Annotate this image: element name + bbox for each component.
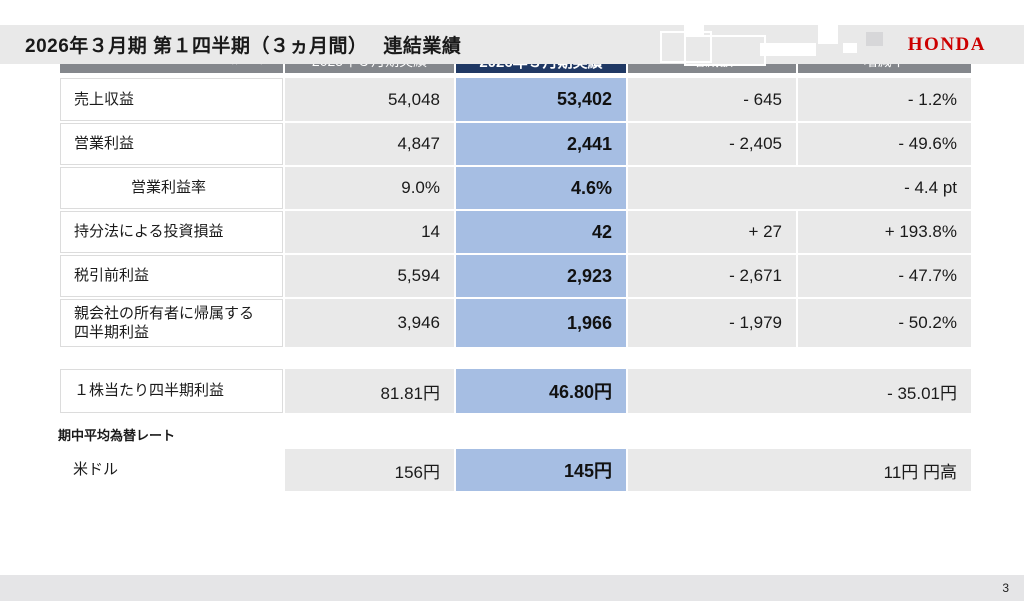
- cell-pct: - 47.7%: [798, 255, 971, 297]
- deco-square: [684, 25, 704, 37]
- honda-logo: HONDA: [907, 34, 986, 55]
- cell-prev: 54,048: [285, 78, 454, 121]
- cell-prev: 9.0%: [285, 167, 454, 209]
- cell-prev: 81.81円: [285, 369, 454, 413]
- deco-square: [843, 43, 857, 53]
- cell-change: - 645: [628, 78, 796, 121]
- cell-curr: 1,966: [456, 299, 626, 347]
- deco-square: [818, 25, 838, 44]
- row-label: 営業利益: [60, 123, 283, 165]
- cell-prev: 5,594: [285, 255, 454, 297]
- results-table-body: 売上収益 54,048 53,402 - 645 - 1.2% 営業利益 4,8…: [60, 78, 971, 347]
- cell-curr: 46.80円: [456, 369, 626, 413]
- deco-square: [684, 35, 766, 66]
- page-number: 3: [1002, 581, 1009, 595]
- eps-row: １株当たり四半期利益 81.81円 46.80円 - 35.01円: [60, 369, 971, 413]
- row-label: 営業利益率: [60, 167, 283, 209]
- row-label: 米ドル: [60, 449, 283, 491]
- cell-prev: 4,847: [285, 123, 454, 165]
- fx-section-label: 期中平均為替レート: [58, 428, 176, 443]
- cell-change-merged: - 4.4 pt: [628, 167, 971, 209]
- cell-curr: 2,923: [456, 255, 626, 297]
- cell-change: - 1,979: [628, 299, 796, 347]
- cell-prev: 14: [285, 211, 454, 253]
- cell-curr: 145円: [456, 449, 626, 491]
- row-label-line1: 親会社の所有者に帰属する: [74, 304, 255, 322]
- footer-bar: 3: [0, 575, 1024, 601]
- fx-row: 米ドル 156円 145円 11円 円高: [60, 449, 971, 491]
- cell-prev: 156円: [285, 449, 454, 491]
- row-label: １株当たり四半期利益: [60, 369, 283, 413]
- cell-change: + 27: [628, 211, 796, 253]
- cell-change-merged: - 35.01円: [628, 369, 971, 413]
- deco-square: [866, 32, 883, 46]
- cell-pct: - 50.2%: [798, 299, 971, 347]
- cell-curr: 2,441: [456, 123, 626, 165]
- cell-change: - 2,671: [628, 255, 796, 297]
- row-label-line2: 四半期利益: [74, 324, 150, 341]
- cell-pct: - 1.2%: [798, 78, 971, 121]
- row-label: 親会社の所有者に帰属する 四半期利益: [60, 299, 283, 347]
- cell-change-merged: 11円 円高: [628, 449, 971, 491]
- cell-change: - 2,405: [628, 123, 796, 165]
- row-label: 税引前利益: [60, 255, 283, 297]
- deco-square: [760, 43, 816, 56]
- row-label: 売上収益: [60, 78, 283, 121]
- cell-curr: 53,402: [456, 78, 626, 121]
- page-title: 2026年３月期 第１四半期（３ヵ月間） 連結業績: [25, 36, 462, 57]
- cell-pct: - 49.6%: [798, 123, 971, 165]
- cell-pct: + 193.8%: [798, 211, 971, 253]
- cell-curr: 42: [456, 211, 626, 253]
- cell-prev: 3,946: [285, 299, 454, 347]
- cell-curr: 4.6%: [456, 167, 626, 209]
- row-label: 持分法による投資損益: [60, 211, 283, 253]
- title-bar: 2026年３月期 第１四半期（３ヵ月間） 連結業績 HONDA: [0, 25, 1024, 66]
